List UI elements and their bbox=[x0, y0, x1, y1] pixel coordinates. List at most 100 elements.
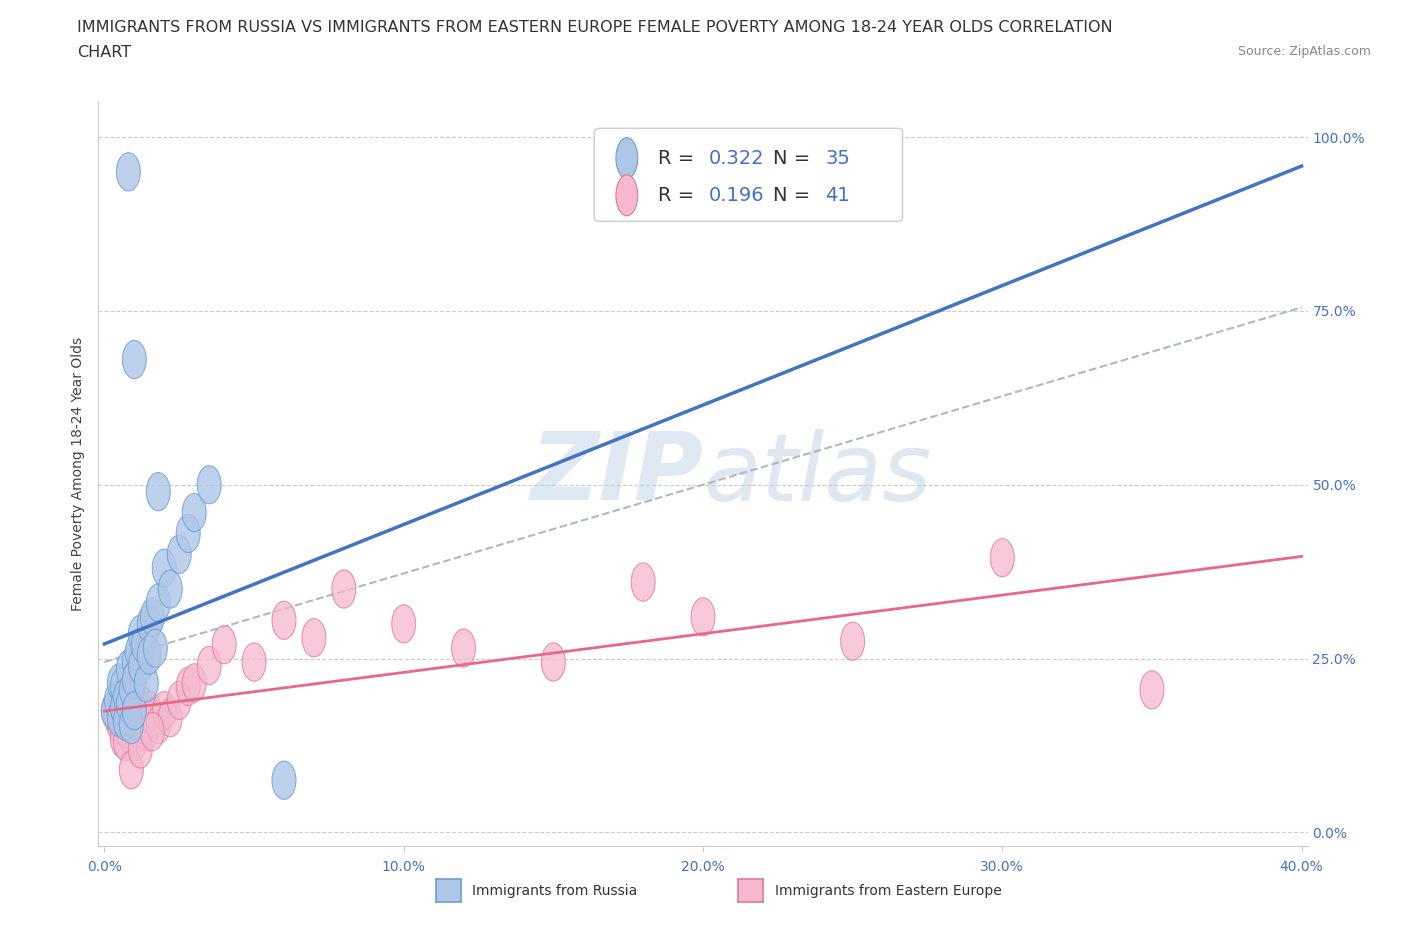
Ellipse shape bbox=[392, 604, 416, 643]
Text: 41: 41 bbox=[825, 186, 849, 205]
Ellipse shape bbox=[122, 643, 146, 681]
Ellipse shape bbox=[114, 678, 138, 716]
Ellipse shape bbox=[302, 618, 326, 657]
Ellipse shape bbox=[141, 598, 165, 636]
Ellipse shape bbox=[541, 643, 565, 681]
Ellipse shape bbox=[616, 175, 638, 216]
Ellipse shape bbox=[135, 664, 159, 702]
Text: IMMIGRANTS FROM RUSSIA VS IMMIGRANTS FROM EASTERN EUROPE FEMALE POVERTY AMONG 18: IMMIGRANTS FROM RUSSIA VS IMMIGRANTS FRO… bbox=[77, 20, 1114, 35]
Ellipse shape bbox=[101, 692, 125, 730]
Ellipse shape bbox=[167, 535, 191, 574]
Ellipse shape bbox=[143, 629, 167, 667]
Ellipse shape bbox=[131, 626, 155, 664]
Text: N =: N = bbox=[773, 149, 817, 167]
Ellipse shape bbox=[104, 681, 128, 720]
Ellipse shape bbox=[197, 466, 221, 504]
Ellipse shape bbox=[114, 695, 138, 734]
Ellipse shape bbox=[183, 664, 207, 702]
Ellipse shape bbox=[120, 671, 143, 709]
Ellipse shape bbox=[152, 549, 176, 587]
Text: N =: N = bbox=[773, 186, 817, 205]
Ellipse shape bbox=[159, 570, 183, 608]
Ellipse shape bbox=[690, 598, 716, 636]
Ellipse shape bbox=[111, 688, 135, 726]
Ellipse shape bbox=[138, 692, 162, 730]
Ellipse shape bbox=[212, 626, 236, 664]
Text: Immigrants from Eastern Europe: Immigrants from Eastern Europe bbox=[775, 884, 1001, 898]
Text: R =: R = bbox=[658, 149, 700, 167]
Ellipse shape bbox=[271, 601, 295, 640]
Ellipse shape bbox=[122, 681, 146, 720]
Ellipse shape bbox=[111, 684, 135, 723]
Text: R =: R = bbox=[658, 186, 700, 205]
Ellipse shape bbox=[167, 681, 191, 720]
Ellipse shape bbox=[117, 650, 141, 688]
Ellipse shape bbox=[120, 706, 143, 744]
Text: Source: ZipAtlas.com: Source: ZipAtlas.com bbox=[1237, 45, 1371, 58]
Ellipse shape bbox=[146, 706, 170, 744]
Ellipse shape bbox=[117, 684, 141, 723]
Text: 0.0%: 0.0% bbox=[87, 860, 122, 874]
Ellipse shape bbox=[141, 698, 165, 737]
Text: 35: 35 bbox=[825, 149, 851, 167]
Y-axis label: Female Poverty Among 18-24 Year Olds: Female Poverty Among 18-24 Year Olds bbox=[70, 338, 84, 611]
Ellipse shape bbox=[631, 563, 655, 601]
Ellipse shape bbox=[141, 712, 165, 751]
Ellipse shape bbox=[146, 584, 170, 622]
Ellipse shape bbox=[183, 494, 207, 532]
Ellipse shape bbox=[131, 706, 155, 744]
Ellipse shape bbox=[990, 538, 1014, 577]
Ellipse shape bbox=[122, 660, 146, 698]
Text: CHART: CHART bbox=[77, 45, 131, 60]
Ellipse shape bbox=[107, 698, 131, 737]
Ellipse shape bbox=[117, 712, 141, 751]
Ellipse shape bbox=[841, 622, 865, 660]
Ellipse shape bbox=[197, 646, 221, 684]
Ellipse shape bbox=[120, 751, 143, 789]
Ellipse shape bbox=[101, 692, 125, 730]
Ellipse shape bbox=[117, 153, 141, 191]
Ellipse shape bbox=[107, 664, 131, 702]
Ellipse shape bbox=[128, 684, 152, 723]
Ellipse shape bbox=[138, 636, 162, 674]
Ellipse shape bbox=[128, 730, 152, 768]
FancyBboxPatch shape bbox=[595, 128, 903, 221]
Ellipse shape bbox=[114, 723, 138, 761]
Text: 0.322: 0.322 bbox=[709, 149, 765, 167]
Ellipse shape bbox=[122, 692, 146, 730]
Ellipse shape bbox=[146, 472, 170, 511]
Ellipse shape bbox=[125, 692, 149, 730]
Text: 30.0%: 30.0% bbox=[980, 860, 1024, 874]
Ellipse shape bbox=[120, 698, 143, 737]
Text: 0.196: 0.196 bbox=[709, 186, 765, 205]
Text: 10.0%: 10.0% bbox=[382, 860, 426, 874]
Ellipse shape bbox=[271, 761, 295, 800]
Ellipse shape bbox=[114, 702, 138, 740]
Ellipse shape bbox=[128, 615, 152, 654]
Ellipse shape bbox=[242, 643, 266, 681]
Ellipse shape bbox=[104, 698, 128, 737]
Ellipse shape bbox=[616, 138, 638, 179]
Ellipse shape bbox=[128, 646, 152, 684]
Ellipse shape bbox=[152, 692, 176, 730]
Ellipse shape bbox=[1140, 671, 1164, 709]
Text: 40.0%: 40.0% bbox=[1279, 860, 1323, 874]
Text: Immigrants from Russia: Immigrants from Russia bbox=[472, 884, 638, 898]
Ellipse shape bbox=[122, 340, 146, 379]
Ellipse shape bbox=[176, 667, 200, 706]
Text: atlas: atlas bbox=[703, 429, 931, 520]
Ellipse shape bbox=[135, 712, 159, 751]
Ellipse shape bbox=[159, 698, 183, 737]
Ellipse shape bbox=[117, 678, 141, 716]
Ellipse shape bbox=[451, 629, 475, 667]
Ellipse shape bbox=[107, 706, 131, 744]
Ellipse shape bbox=[332, 570, 356, 608]
Ellipse shape bbox=[111, 667, 135, 706]
Ellipse shape bbox=[138, 604, 162, 643]
Ellipse shape bbox=[125, 632, 149, 671]
Ellipse shape bbox=[111, 720, 135, 758]
Ellipse shape bbox=[176, 514, 200, 552]
Ellipse shape bbox=[122, 723, 146, 761]
Text: ZIP: ZIP bbox=[530, 429, 703, 520]
Text: 20.0%: 20.0% bbox=[681, 860, 725, 874]
